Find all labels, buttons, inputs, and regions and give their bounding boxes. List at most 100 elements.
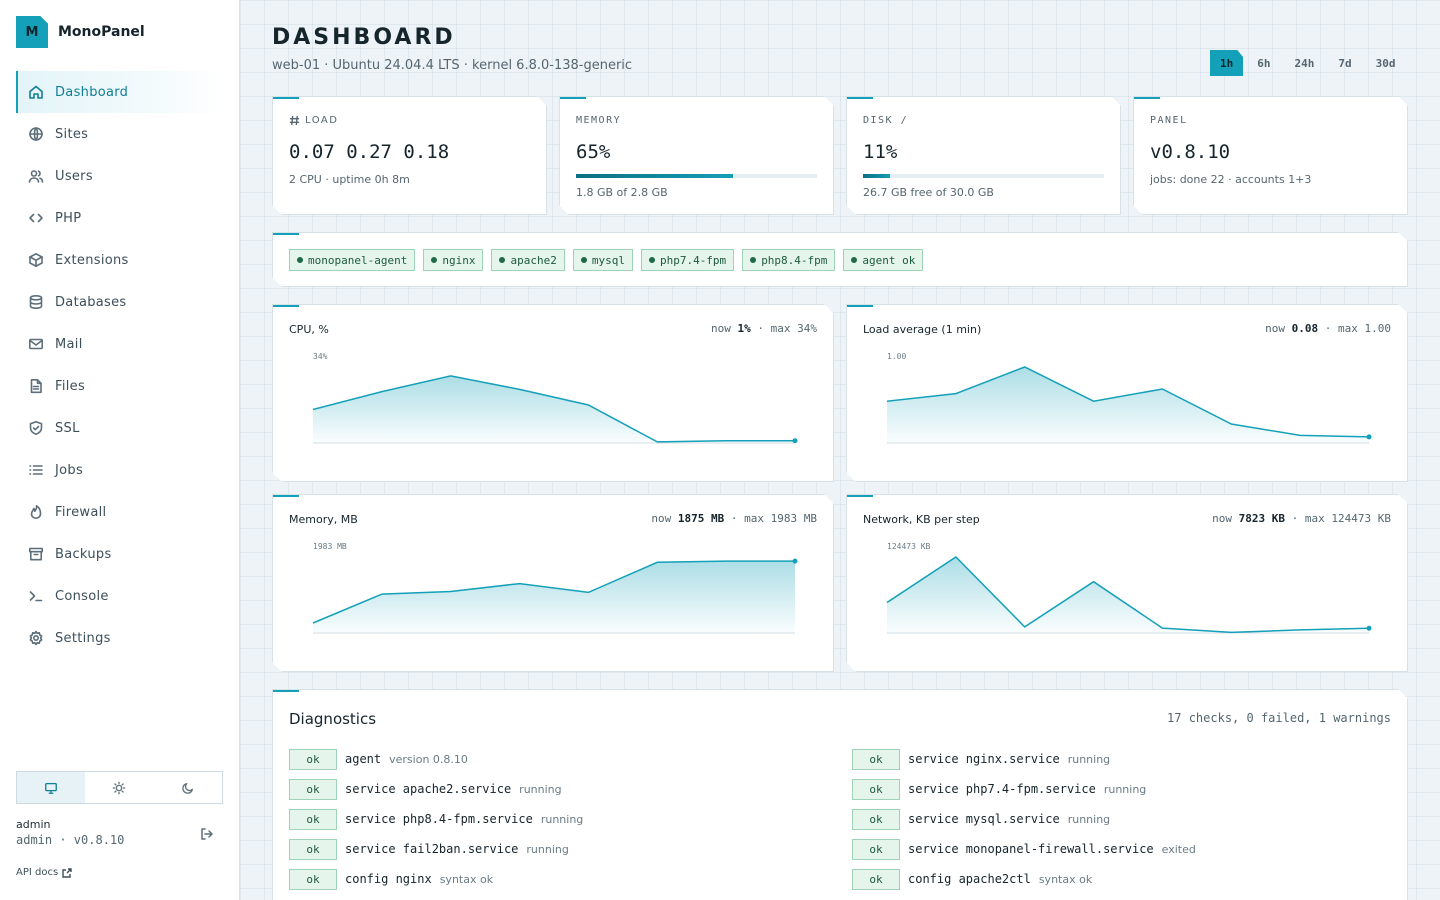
load-area (887, 367, 1369, 443)
now-label: now (1265, 322, 1285, 335)
panel-card: PANEL v0.8.10 jobs: done 22 · accounts 1… (1133, 96, 1408, 215)
brand[interactable]: M MonoPanel (16, 16, 145, 48)
hash-icon (289, 115, 300, 126)
sidebar-item-php[interactable]: PHP (16, 197, 223, 239)
network-chart-svg: 124473 KB (847, 495, 1409, 673)
logout-button[interactable] (199, 826, 215, 842)
gear-icon (29, 630, 43, 646)
check-name: service mysql.service (908, 812, 1060, 826)
sidebar-item-label: Mail (55, 336, 83, 352)
sidebar-item-jobs[interactable]: Jobs (16, 449, 223, 491)
y-max-label: 1.00 (887, 352, 906, 361)
theme-light-button[interactable] (85, 772, 153, 803)
sidebar-item-dashboard[interactable]: Dashboard (16, 71, 223, 113)
sidebar-item-firewall[interactable]: Firewall (16, 491, 223, 533)
sidebar-item-files[interactable]: Files (16, 365, 223, 407)
panel-sub: jobs: done 22 · accounts 1+3 (1150, 173, 1312, 186)
service-chip: monopanel-agent (289, 249, 415, 271)
range-7d[interactable]: 7d (1338, 56, 1352, 70)
diagnostic-row: ok service apache2.service running (289, 774, 809, 804)
check-name: service apache2.service (345, 782, 512, 796)
sidebar-item-extensions[interactable]: Extensions (16, 239, 223, 281)
status-badge: ok (289, 749, 337, 770)
sidebar: M MonoPanel Dashboard Sites Users PHP Extens… (0, 0, 240, 900)
disk-label: DISK / (863, 115, 909, 126)
load-value: 0.07 0.27 0.18 (289, 141, 450, 163)
chart-title: Load average (1 min) (863, 323, 982, 336)
max-label: max (1304, 512, 1325, 525)
service-chip: php8.4-fpm (742, 249, 835, 271)
chart-stat: now 7823 KB · max 124473 KB (1212, 512, 1391, 525)
users-icon (28, 170, 44, 183)
check-note: running (1067, 752, 1111, 766)
flame-icon (30, 505, 42, 519)
sidebar-item-label: Settings (55, 630, 111, 646)
sidebar-item-databases[interactable]: Databases (16, 281, 223, 323)
diagnostic-row: ok service php8.4-fpm.service running (289, 804, 809, 834)
chart-stat: now 1875 MB · max 1983 MB (651, 512, 817, 525)
shield-icon (29, 421, 43, 435)
now-value: 1% (737, 322, 751, 335)
sidebar-item-users[interactable]: Users (16, 155, 223, 197)
sidebar-item-console[interactable]: Console (16, 575, 223, 617)
sidebar-item-label: Jobs (55, 462, 84, 478)
host-info: web-01 · Ubuntu 24.04.4 LTS · kernel 6.8… (272, 58, 633, 73)
diagnostic-row: ok config nginx syntax ok (289, 864, 809, 894)
status-badge: ok (289, 869, 337, 890)
load-last-point (1367, 434, 1372, 439)
memory-value: 65% (576, 141, 611, 163)
max-value: 1983 MB (770, 512, 817, 525)
check-note: syntax ok (439, 872, 494, 886)
load-sub: 2 CPU · uptime 0h 8m (289, 173, 410, 186)
page-title: DASHBOARD (272, 25, 456, 50)
network-chart: Network, KB per step now 7823 KB · max 12… (846, 494, 1408, 672)
user-version: admin · v0.8.10 (16, 833, 125, 847)
service-chip-label: monopanel-agent (308, 253, 408, 267)
api-docs-link[interactable]: API docs (16, 867, 72, 878)
diagnostic-row: ok service php7.4-fpm.service running (852, 774, 1372, 804)
service-chip-label: agent ok (862, 253, 916, 267)
sidebar-item-label: Console (55, 588, 109, 604)
sidebar-item-settings[interactable]: Settings (16, 617, 223, 659)
y-max-label: 124473 KB (887, 542, 931, 551)
status-dot (431, 257, 437, 263)
sidebar-item-mail[interactable]: Mail (16, 323, 223, 365)
check-note: exited (1161, 842, 1196, 856)
sidebar-item-sites[interactable]: Sites (16, 113, 223, 155)
status-badge: ok (852, 809, 900, 830)
check-note: running (540, 812, 584, 826)
theme-dark-button[interactable] (154, 772, 222, 803)
now-label: now (1212, 512, 1233, 525)
service-chip: mysql (573, 249, 633, 271)
disk-value: 11% (863, 141, 898, 163)
range-24h[interactable]: 24h (1294, 56, 1315, 70)
diagnostic-row: ok service fail2ban.service running (289, 834, 809, 864)
cpu-area (313, 376, 795, 443)
theme-system-button[interactable] (17, 772, 86, 803)
check-name: service php8.4-fpm.service (345, 812, 533, 826)
check-note: version 0.8.10 (389, 752, 468, 766)
service-chip-label: mysql (591, 253, 625, 267)
range-1h[interactable]: 1h (1210, 50, 1244, 76)
now-value: 0.08 (1291, 322, 1319, 335)
diagnostics-right-column: ok service nginx.service running ok service … (852, 744, 1372, 894)
range-6h[interactable]: 6h (1257, 56, 1271, 70)
chart-title: Memory, MB (289, 513, 358, 526)
service-chips: monopanel-agent nginx apache2 mysql php7.4-f… (289, 249, 931, 271)
service-chip: agent ok (843, 249, 923, 271)
status-badge: ok (852, 749, 900, 770)
chart-title: CPU, % (289, 323, 329, 336)
range-30d[interactable]: 30d (1375, 56, 1396, 70)
now-value: 1875 MB (677, 512, 725, 525)
memory-line (313, 561, 795, 623)
sidebar-item-backups[interactable]: Backups (16, 533, 223, 575)
brand-logo: M (16, 16, 48, 48)
status-badge: ok (289, 779, 337, 800)
sidebar-item-ssl[interactable]: SSL (16, 407, 223, 449)
cpu-chart-svg: 34% (273, 305, 835, 483)
panel-label: PANEL (1150, 115, 1188, 126)
check-name: service nginx.service (908, 752, 1060, 766)
globe-icon (29, 127, 43, 141)
check-name: config nginx (345, 872, 432, 886)
disk-sub: 26.7 GB free of 30.0 GB (863, 186, 994, 199)
